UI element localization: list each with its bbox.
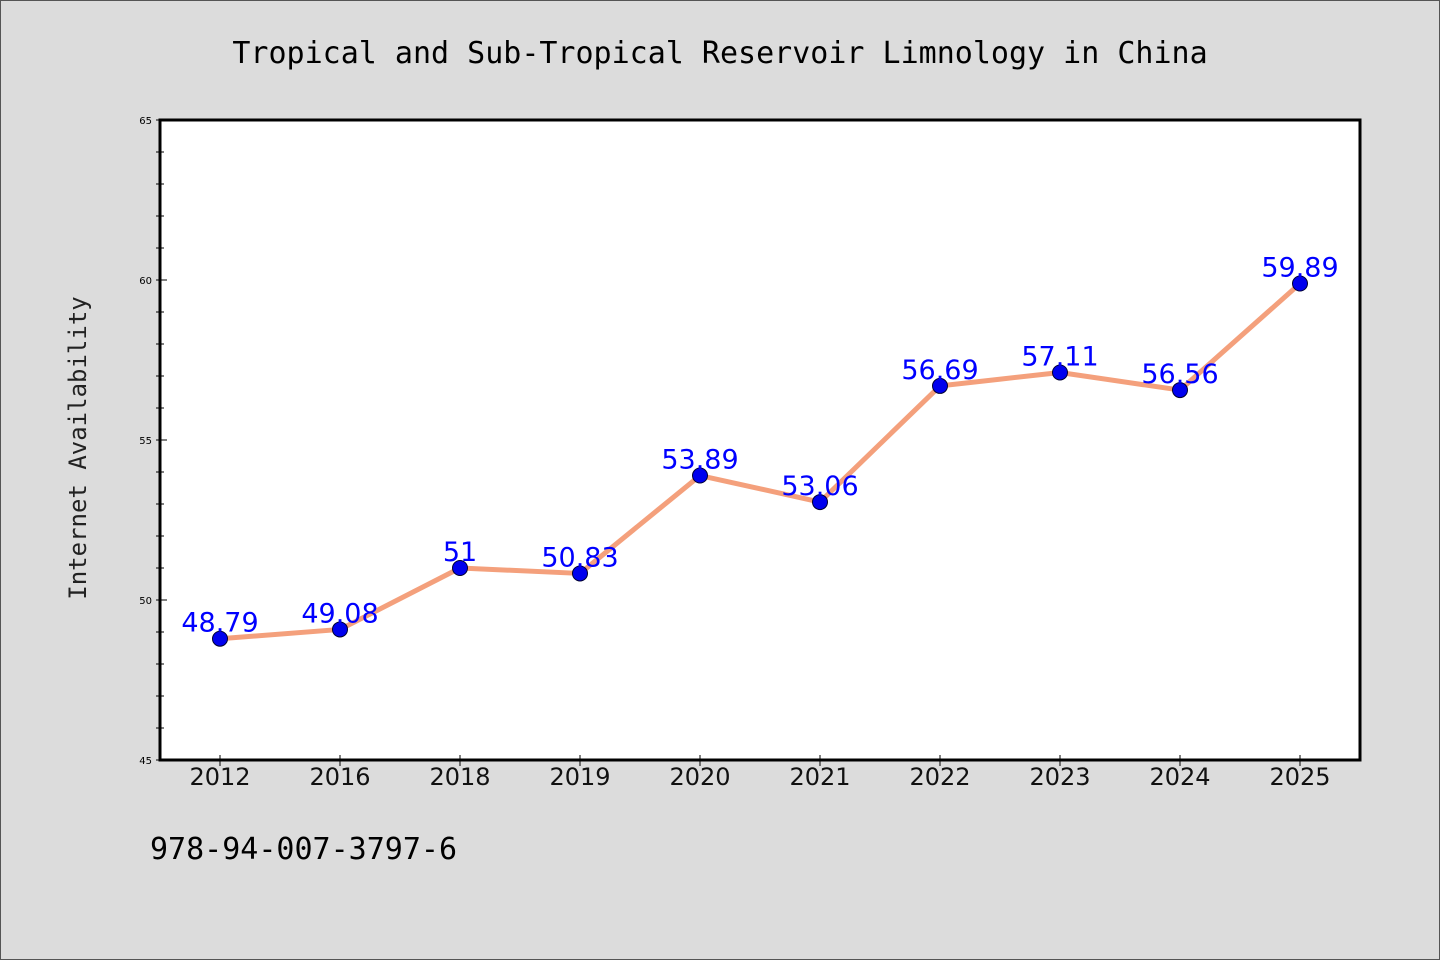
- y-tick-label: 55: [139, 436, 152, 447]
- x-tick-label: 2023: [1029, 763, 1090, 791]
- x-tick-label: 2020: [669, 763, 730, 791]
- data-label: 50.83: [541, 542, 618, 573]
- y-axis-ticks: 45 50 55 60 65: [139, 116, 167, 767]
- data-label: 59.89: [1261, 253, 1338, 284]
- isbn-code: 978-94-007-3797-6: [150, 832, 458, 867]
- data-point: [1172, 382, 1188, 399]
- x-tick-label: 2012: [189, 763, 250, 791]
- data-label: 53.89: [661, 445, 738, 476]
- data-point: [692, 467, 708, 484]
- x-tick-label: 2019: [549, 763, 610, 791]
- data-label: 51: [443, 537, 477, 568]
- y-tick-label: 65: [139, 116, 152, 127]
- data-point: [812, 494, 828, 511]
- data-point: [572, 565, 588, 582]
- x-axis-ticks: 2012 2016 2018 2019 2020 2021 2022 2023 2024 2025: [189, 755, 1331, 791]
- x-tick-label: 2018: [429, 763, 490, 791]
- data-label: 48.79: [181, 608, 258, 639]
- data-point: [212, 630, 228, 647]
- chart-title: Tropical and Sub-Tropical Reservoir Limn…: [232, 36, 1207, 71]
- x-tick-label: 2022: [909, 763, 970, 791]
- data-point: [1052, 364, 1068, 381]
- data-point: [452, 560, 468, 576]
- y-tick-label: 45: [139, 756, 152, 767]
- data-point: [1292, 275, 1308, 292]
- data-point: [332, 621, 348, 638]
- y-tick-label: 60: [139, 276, 152, 287]
- x-tick-label: 2021: [789, 763, 850, 791]
- data-label: 57.11: [1021, 341, 1098, 372]
- y-axis-label: Internet Availability: [64, 296, 92, 599]
- data-label: 49.08: [301, 598, 378, 629]
- series-line: [217, 281, 1303, 642]
- data-label: 56.69: [901, 355, 978, 386]
- data-point: [932, 377, 948, 394]
- x-tick-label: 2016: [309, 763, 370, 791]
- y-tick-label: 50: [139, 596, 152, 607]
- data-label: 53.06: [781, 471, 858, 502]
- x-tick-label: 2024: [1149, 763, 1210, 791]
- data-label: 56.56: [1141, 359, 1218, 390]
- x-tick-label: 2025: [1269, 763, 1330, 791]
- plot-area: [158, 118, 1362, 762]
- data-series: 48.79 49.08 51 50.83 53.89 53.06 56.69 57.11 56.…: [181, 253, 1339, 647]
